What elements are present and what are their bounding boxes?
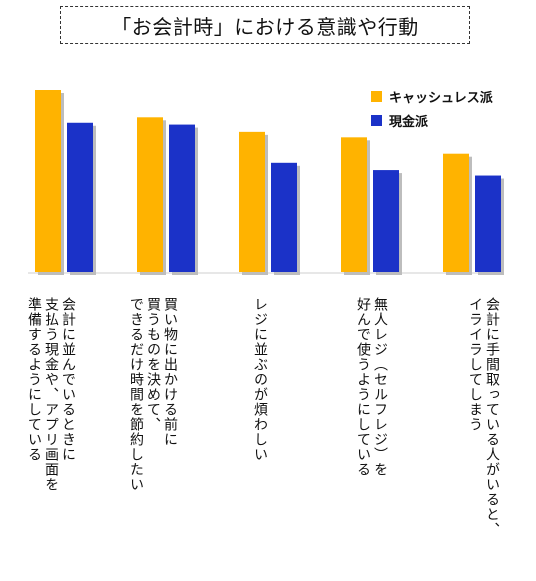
bar-cash	[475, 175, 501, 272]
legend-label-cashless: キャッシュレス派	[389, 90, 493, 106]
bar-cashless	[35, 90, 61, 272]
category-label: レジに並ぶのが煩わしい	[252, 297, 268, 462]
chart-title: 「お会計時」における意識や行動	[60, 6, 470, 44]
bar-cashless	[137, 117, 163, 272]
bar-cash	[271, 162, 297, 272]
category-label: 会計に手間取っている人がいると、 イライラしてしまう	[467, 297, 500, 537]
legend-swatch-cash	[371, 114, 382, 126]
legend-item-cashless: キャッシュレス派	[371, 84, 493, 108]
category-label: 会計に並んでいるときに 支払う現金や、アプリ画面を 準備するようにしている	[26, 297, 76, 492]
bar-cashless	[341, 137, 367, 272]
bar-cashless	[239, 131, 265, 272]
legend-swatch-cashless	[371, 90, 382, 102]
legend: キャッシュレス派 現金派	[371, 84, 493, 132]
bar-cash	[169, 124, 195, 272]
legend-label-cash: 現金派	[389, 114, 429, 130]
bar-cash	[373, 170, 399, 272]
legend-item-cash: 現金派	[371, 108, 493, 132]
bar-cash	[67, 122, 93, 272]
category-label: 無人レジ（セルフレジ）を 好んで使うようにしている	[355, 297, 388, 477]
bar-cashless	[443, 153, 469, 272]
category-label: 買い物に出かける前に 買うものを決めて、 できるだけ時間を節約したい	[128, 297, 178, 492]
